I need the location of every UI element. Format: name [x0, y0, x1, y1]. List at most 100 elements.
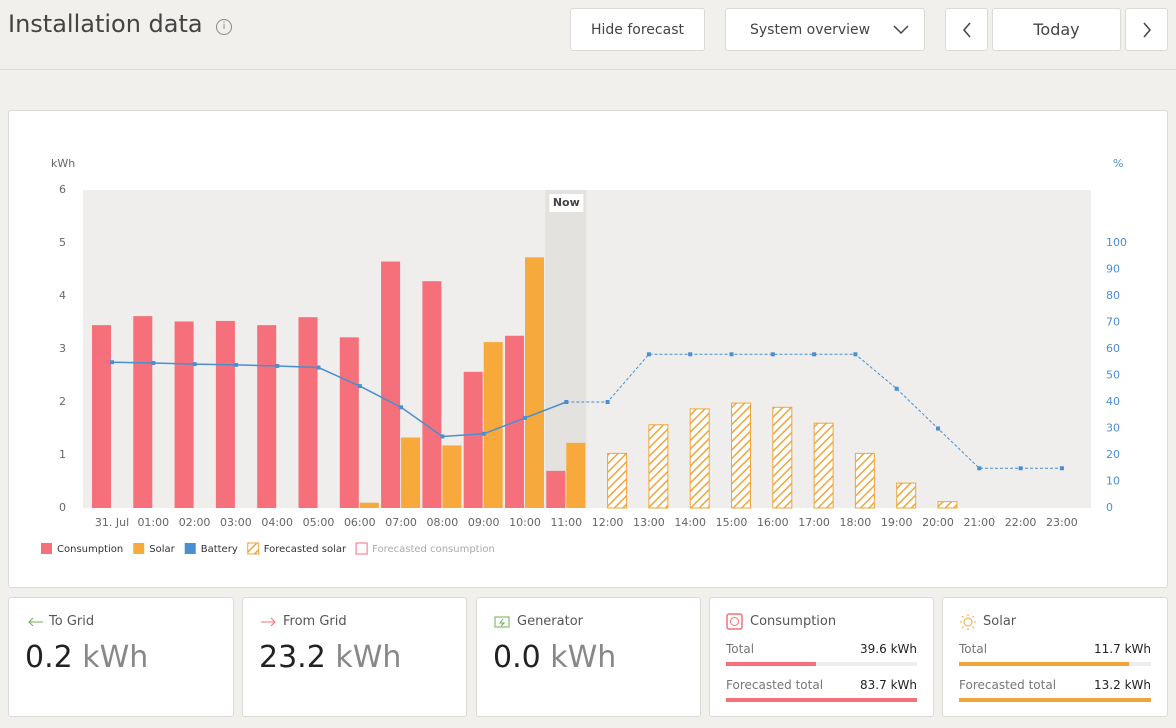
battery-point — [481, 431, 486, 436]
battery-point — [729, 352, 734, 357]
row-value: 83.7 kWh — [860, 678, 917, 692]
legend-label: Solar — [149, 544, 175, 555]
next-button[interactable] — [1125, 8, 1168, 51]
y-tick-label: 0 — [59, 501, 66, 514]
x-tick-label: 20:00 — [922, 516, 954, 529]
battery-point — [853, 352, 858, 357]
bar — [133, 316, 153, 508]
y-tick-label: 5 — [59, 236, 66, 249]
bar — [607, 452, 628, 509]
card-icon — [28, 617, 43, 627]
card-title: To Grid — [49, 614, 95, 629]
battery-point — [1018, 466, 1023, 471]
row-label: Total — [726, 642, 755, 656]
breakdown-row: Forecasted total 83.7 kWh — [726, 678, 917, 704]
bar — [546, 470, 566, 508]
battery-point — [605, 400, 610, 404]
x-tick-label: 12:00 — [592, 516, 624, 529]
prev-button[interactable] — [945, 8, 988, 51]
now-label: Now — [553, 196, 580, 209]
value: 39.6 — [860, 642, 887, 656]
unit: kWh — [82, 640, 149, 675]
legend-swatch — [247, 542, 260, 555]
x-tick-label: 13:00 — [633, 516, 665, 529]
legend-swatch — [41, 543, 52, 554]
card-icon — [726, 613, 743, 630]
battery-point — [523, 415, 527, 420]
bar — [359, 502, 379, 508]
now-label-box — [549, 194, 584, 212]
progress-bar — [959, 662, 1130, 666]
y2-tick-label: 80 — [1106, 289, 1120, 302]
hide-forecast-button[interactable]: Hide forecast — [570, 8, 705, 51]
plot-background — [83, 190, 1091, 508]
bar — [648, 424, 669, 509]
progress-bar — [726, 698, 917, 702]
card-title: Generator — [517, 614, 584, 629]
bar — [731, 402, 751, 509]
battery-point — [316, 365, 321, 370]
battery-point — [233, 362, 238, 367]
card-icon — [261, 617, 276, 627]
battery-point — [646, 352, 651, 357]
x-tick-label: 31. Jul — [95, 516, 129, 529]
y-tick-label: 6 — [59, 183, 66, 196]
x-tick-label: 01:00 — [137, 516, 169, 529]
bar — [689, 408, 710, 509]
y-tick-label: 3 — [59, 342, 66, 355]
row-value: 39.6 kWh — [860, 642, 917, 656]
x-tick-label: 09:00 — [468, 516, 500, 529]
summary-card: From Grid 23.2 kWh — [242, 597, 467, 717]
battery-point — [812, 352, 817, 357]
row-label: Forecasted total — [959, 678, 1057, 692]
x-tick-label: 19:00 — [881, 516, 913, 529]
legend-label: Forecasted solar — [264, 544, 347, 555]
value: 83.7 — [860, 678, 887, 692]
y2-tick-label: 40 — [1106, 395, 1120, 408]
card-title: Solar — [983, 614, 1017, 629]
header: Installation data i Hide forecast System… — [0, 0, 1176, 70]
value: 13.2 — [1094, 678, 1121, 692]
value: 0.0 — [493, 640, 541, 675]
unit: kWh — [1124, 642, 1151, 656]
card-title: From Grid — [283, 614, 347, 629]
date-button[interactable]: Today — [992, 8, 1121, 51]
view-label: System overview — [750, 21, 871, 38]
y2-axis-label: % — [1113, 157, 1123, 170]
y2-tick-label: 70 — [1106, 316, 1120, 329]
x-tick-label: 07:00 — [385, 516, 417, 529]
bar — [92, 325, 111, 508]
y-tick-label: 4 — [59, 289, 66, 302]
card-icon — [960, 614, 976, 630]
y2-tick-label: 30 — [1106, 422, 1120, 435]
progress-track — [726, 662, 917, 666]
battery-point — [110, 360, 114, 365]
bar — [442, 445, 462, 508]
view-select[interactable]: System overview — [725, 8, 925, 51]
battery-point — [1059, 466, 1064, 471]
bar — [896, 482, 917, 509]
y-tick-label: 2 — [59, 395, 66, 408]
value: 11.7 — [1094, 642, 1121, 656]
info-icon[interactable]: i — [216, 19, 232, 35]
bar — [215, 320, 235, 508]
x-tick-label: 21:00 — [963, 516, 995, 529]
progress-bar — [959, 698, 1151, 702]
battery-point — [275, 363, 280, 368]
legend-label: Consumption — [57, 544, 123, 555]
y2-tick-label: 0 — [1106, 501, 1113, 514]
bar — [339, 337, 359, 508]
bar — [174, 321, 194, 508]
page-title: Installation data — [8, 10, 203, 38]
y-tick-label: 1 — [59, 448, 66, 461]
x-tick-label: 08:00 — [427, 516, 459, 529]
legend-swatch — [355, 542, 368, 555]
progress-track — [726, 698, 917, 702]
x-tick-label: 22:00 — [1005, 516, 1037, 529]
bar — [483, 342, 503, 508]
breakdown-row: Total 11.7 kWh — [959, 642, 1151, 668]
battery-point — [936, 426, 940, 431]
unit: kWh — [550, 640, 617, 675]
y2-tick-label: 90 — [1106, 263, 1120, 276]
bar — [937, 501, 958, 509]
